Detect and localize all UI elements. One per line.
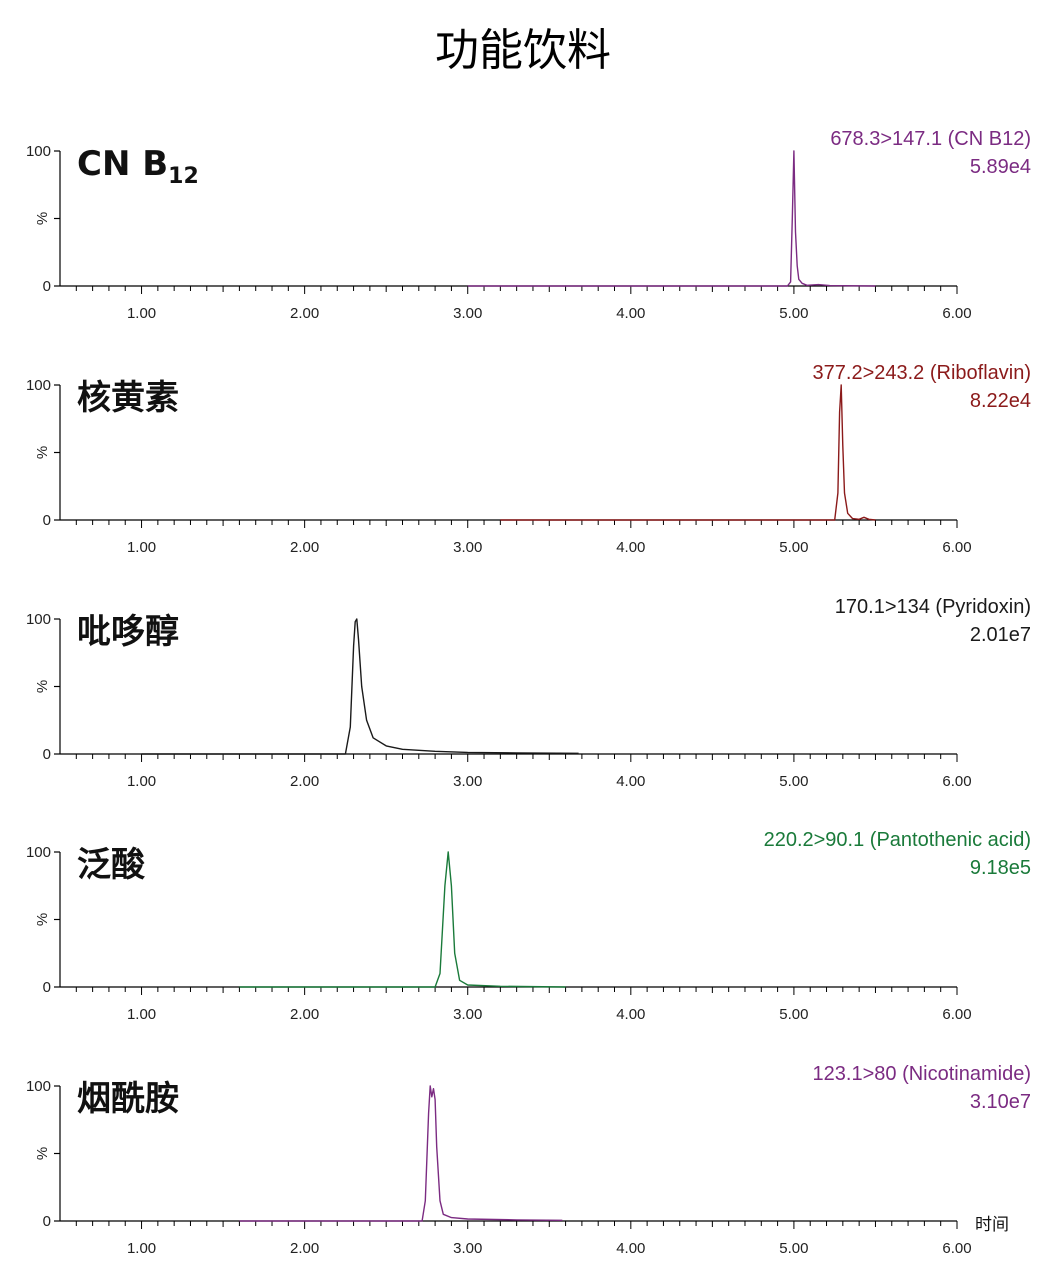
x-tick-label: 4.00: [616, 773, 645, 790]
chromatogram-panel: 0% 100 1.00 2.00 3.00 4.00 5.00 6.00 CN B12 678.3…: [26, 128, 1031, 322]
y-tick-label: 0: [43, 1213, 51, 1230]
y-axis-label: %: [34, 446, 51, 459]
chromatogram-trace: [239, 1085, 563, 1222]
compound-name: 核黄素: [77, 378, 179, 418]
x-tick-label: 6.00: [942, 305, 971, 322]
compound-label: 烟酰胺: [77, 1079, 179, 1119]
x-tick-label: 2.00: [290, 305, 319, 322]
x-tick-label: 6.00: [942, 1006, 971, 1023]
x-tick-label: 1.00: [127, 773, 156, 790]
y-axis-label: %: [34, 913, 51, 926]
y-axis-label: %: [34, 680, 51, 693]
compound-name: 吡哆醇: [77, 612, 179, 652]
x-tick-label: 4.00: [616, 539, 645, 556]
x-tick-label: 2.00: [290, 1006, 319, 1023]
chromatogram-trace: [500, 384, 876, 521]
y-tick-label: 0: [43, 979, 51, 996]
compound-name: CN B: [77, 144, 168, 184]
transition-label: 377.2>243.2 (Riboflavin): [813, 362, 1031, 384]
x-tick-label: 1.00: [127, 305, 156, 322]
x-tick-label: 1.00: [127, 539, 156, 556]
x-tick-label: 2.00: [290, 773, 319, 790]
x-tick-label: 5.00: [779, 1240, 808, 1257]
compound-label: CN B12: [77, 144, 199, 189]
y-tick-label: 100: [26, 377, 51, 394]
chromatogram-panel: 0% 100 1.00 2.00 3.00 4.00 5.00 6.00 核黄素 377.2>24…: [26, 362, 1031, 556]
compound-label: 吡哆醇: [77, 612, 179, 652]
compound-name: 烟酰胺: [77, 1079, 179, 1119]
x-tick-label: 2.00: [290, 1240, 319, 1257]
x-tick-label: 3.00: [453, 1240, 482, 1257]
x-tick-label: 3.00: [453, 1006, 482, 1023]
transition-label: 170.1>134 (Pyridoxin): [835, 596, 1031, 618]
intensity-label: 3.10e7: [970, 1091, 1031, 1113]
y-tick-label: 0: [43, 746, 51, 763]
transition-label: 678.3>147.1 (CN B12): [830, 128, 1031, 150]
x-tick-label: 4.00: [616, 305, 645, 322]
y-tick-label: 100: [26, 143, 51, 160]
y-tick-label: 0: [43, 512, 51, 529]
chromatogram-panel: 0% 100 1.00 2.00 3.00 4.00 5.00 6.00 烟酰胺 123.1>80…: [26, 1063, 1031, 1257]
intensity-label: 2.01e7: [970, 624, 1031, 646]
chromatogram-panel: 0% 100 1.00 2.00 3.00 4.00 5.00 6.00 吡哆醇 170.1>13…: [26, 596, 1031, 790]
transition-label: 123.1>80 (Nicotinamide): [813, 1063, 1031, 1085]
x-tick-label: 4.00: [616, 1240, 645, 1257]
x-tick-label: 1.00: [127, 1006, 156, 1023]
x-tick-label: 5.00: [779, 305, 808, 322]
chromatogram-trace: [239, 851, 566, 988]
transition-label: 220.2>90.1 (Pantothenic acid): [764, 829, 1031, 851]
x-tick-label: 5.00: [779, 773, 808, 790]
x-tick-label: 4.00: [616, 1006, 645, 1023]
y-axis-label: %: [34, 1147, 51, 1160]
intensity-label: 9.18e5: [970, 857, 1031, 879]
intensity-label: 8.22e4: [970, 390, 1031, 412]
x-tick-label: 6.00: [942, 773, 971, 790]
x-tick-label: 5.00: [779, 539, 808, 556]
x-tick-label: 5.00: [779, 1006, 808, 1023]
x-tick-label: 3.00: [453, 539, 482, 556]
chromatogram-trace: [467, 150, 876, 287]
y-axis-label: %: [34, 212, 51, 225]
compound-label: 泛酸: [77, 845, 146, 885]
y-tick-label: 100: [26, 844, 51, 861]
compound-name: 泛酸: [77, 845, 146, 885]
intensity-label: 5.89e4: [970, 156, 1031, 178]
chromatogram-panel: 0% 100 1.00 2.00 3.00 4.00 5.00 6.00 泛酸 220.2>90.…: [26, 829, 1031, 1023]
y-tick-label: 100: [26, 611, 51, 628]
chromatogram-trace: [141, 618, 579, 755]
compound-label: 核黄素: [77, 378, 179, 418]
y-tick-label: 100: [26, 1078, 51, 1095]
x-axis-unit-label: 时间: [975, 1215, 1009, 1235]
x-tick-label: 1.00: [127, 1240, 156, 1257]
y-tick-label: 0: [43, 278, 51, 295]
compound-subscript: 12: [168, 164, 199, 189]
x-tick-label: 3.00: [453, 305, 482, 322]
x-tick-label: 2.00: [290, 539, 319, 556]
x-tick-label: 3.00: [453, 773, 482, 790]
x-tick-label: 6.00: [942, 539, 971, 556]
chart-title: 功能饮料: [435, 25, 611, 76]
x-tick-label: 6.00: [942, 1240, 971, 1257]
